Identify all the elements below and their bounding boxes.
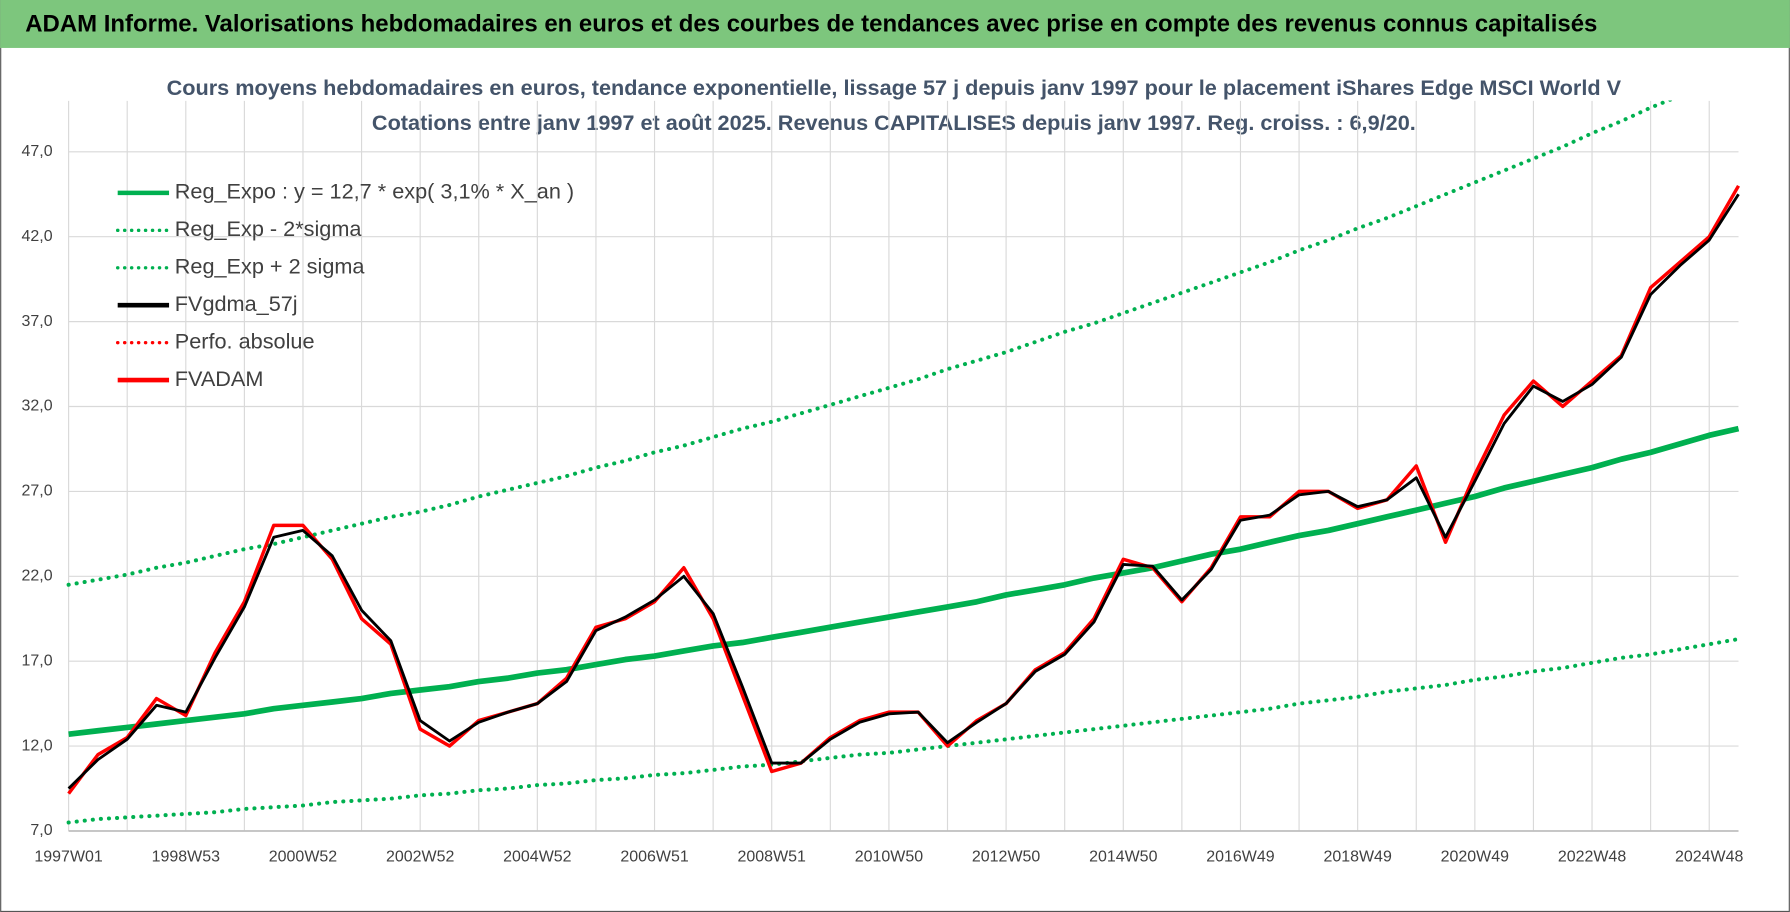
y-tick-label: 32,0 — [22, 398, 53, 415]
grid — [68, 100, 1739, 832]
x-tick-label: 2004W52 — [503, 848, 571, 865]
x-tick-label: 2002W52 — [386, 848, 454, 865]
x-tick-label: 2010W50 — [855, 848, 923, 865]
x-tick-label: 2016W49 — [1206, 848, 1274, 865]
y-tick-label: 12,0 — [22, 737, 53, 754]
chart-title: Cours moyens hebdomadaires en euros, ten… — [167, 75, 1622, 100]
labels: 7,0 12,0 17,0 22,0 27,0 32,0 37,0 42,0 47,0 1997W… — [22, 143, 1744, 865]
x-tick-label: 1998W53 — [152, 848, 220, 865]
legend-label: Reg_Expo : y = 12,7 * exp( 3,1% * X_an ) — [175, 179, 574, 204]
x-tick-label: 2020W49 — [1441, 848, 1509, 865]
x-tick-label: 2018W49 — [1323, 848, 1391, 865]
x-tick-label: 2006W51 — [620, 848, 688, 865]
y-tick-label: 7,0 — [30, 822, 52, 839]
legend-label: Perfo. absolue — [175, 328, 315, 353]
legend-label: FVADAM — [175, 366, 264, 391]
x-tick-label: 2012W50 — [972, 848, 1040, 865]
legend-label: Reg_Exp - 2*sigma — [175, 216, 363, 241]
x-tick-label: 2008W51 — [738, 848, 806, 865]
plot — [66, 100, 1741, 825]
x-tick-label: 2024W48 — [1675, 848, 1743, 865]
y-tick-label: 27,0 — [22, 483, 53, 500]
x-tick-label: 2014W50 — [1089, 848, 1157, 865]
legend-label: Reg_Exp + 2 sigma — [175, 254, 366, 279]
header-band — [0, 0, 1790, 48]
series-line — [67, 193, 1740, 790]
y-tick-label: 47,0 — [22, 143, 53, 160]
x-tick-label: 1997W01 — [34, 848, 102, 865]
y-tick-label: 42,0 — [22, 228, 53, 245]
series-line — [68, 425, 1740, 738]
y-tick-label: 17,0 — [22, 652, 53, 669]
chart-subtitle: Cotations entre janv 1997 et août 2025. … — [372, 110, 1416, 135]
y-tick-label: 37,0 — [22, 313, 53, 330]
x-tick-label: 2000W52 — [269, 848, 337, 865]
y-tick-label: 22,0 — [22, 568, 53, 585]
x-tick-label: 2022W48 — [1558, 848, 1626, 865]
legend-label: FVgdma_57j — [175, 291, 298, 316]
header-title: ADAM Informe. Valorisations hebdomadaire… — [25, 10, 1597, 37]
series-line — [66, 100, 1674, 587]
